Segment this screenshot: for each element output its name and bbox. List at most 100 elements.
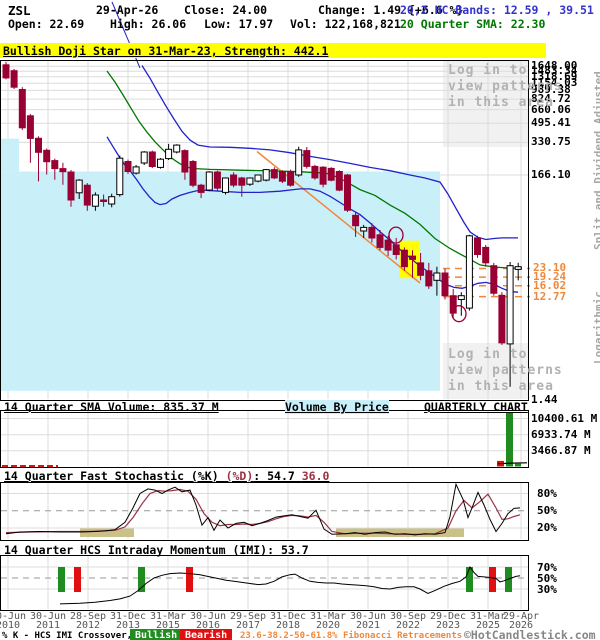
time-tick-label: 30-Jun xyxy=(29,611,67,622)
candle-body xyxy=(514,266,522,270)
copyright-link[interactable]: ©HotCandlestick.com xyxy=(464,628,596,640)
candle-body xyxy=(352,214,360,227)
candle-body xyxy=(506,265,514,345)
candle-body xyxy=(67,171,75,201)
change-value: Change: 1.49 {+6.6 %} xyxy=(318,3,464,17)
high-value: High: 26.06 xyxy=(110,17,187,31)
price-axis-label: 1483.34 xyxy=(531,64,578,77)
volume-sma-line xyxy=(497,462,528,465)
candle-body xyxy=(116,157,124,196)
close-value: Close: 24.00 xyxy=(184,3,268,17)
candle-body xyxy=(246,177,254,185)
candle-body xyxy=(26,115,34,139)
candle-body xyxy=(392,244,400,255)
time-tick-label: 30-Sep xyxy=(389,611,427,622)
candle-body xyxy=(213,171,221,189)
candle-body xyxy=(311,165,319,179)
time-tick-year: 2018 xyxy=(275,620,301,631)
time-tick-year: 2026 xyxy=(508,620,534,631)
candle-body xyxy=(173,144,181,153)
candle-body xyxy=(197,184,205,193)
candle-body xyxy=(108,196,116,205)
open-value: Open: 22.69 xyxy=(8,17,85,31)
price-axis-label: 989.38 xyxy=(531,83,571,96)
price-axis-label: 495.41 xyxy=(531,116,571,129)
time-tick-label: 30-Jun xyxy=(189,611,227,622)
axis-caption-adjusted: Split and Dividend Adjusted xyxy=(592,71,600,250)
login-message-line: Log in to xyxy=(448,63,528,78)
time-tick-year: 2013 xyxy=(115,620,141,631)
price-axis-label: 824.72 xyxy=(531,92,571,105)
bullish-badge: Bullish xyxy=(130,629,183,640)
candle-body xyxy=(457,295,465,301)
candle-body xyxy=(10,70,18,88)
stoch-title-dval: 36.0 xyxy=(301,469,330,483)
volume-bar xyxy=(506,412,513,467)
candle-body xyxy=(148,151,156,167)
imi-crossover-bearish xyxy=(489,567,496,592)
candle-body xyxy=(18,89,26,129)
candle-body xyxy=(490,265,498,294)
candle-body xyxy=(254,174,262,182)
candle-body xyxy=(59,168,67,173)
time-tick-year: 2023 xyxy=(435,620,461,631)
fibonacci-legend-label: 23.6-38.2-50-61.8% Fibonacci Retracement… xyxy=(240,631,463,640)
bollinger-upper-band xyxy=(141,65,518,241)
crossover-legend-label: % K - HCS IMI Crossover, xyxy=(2,631,133,640)
candle-body xyxy=(157,158,164,168)
stoch-title-kval: : 54.7 xyxy=(253,469,302,483)
price-axis-label: 330.75 xyxy=(531,135,571,148)
time-tick-label: 29-Apr xyxy=(502,611,540,622)
stoch-k-line xyxy=(5,482,521,536)
price-axis-label: 1318.69 xyxy=(531,70,578,83)
pattern-alert-text: Bullish Doji Star on 31-Mar-23, Strength… xyxy=(3,44,329,58)
candle-body xyxy=(368,226,376,239)
candle-body xyxy=(124,161,132,172)
stochastic-panel-title: 14 Quarter Fast Stochastic (%K) (%D): 54… xyxy=(4,469,329,483)
login-message-line: view patterns xyxy=(448,363,563,378)
chart-type-label: QUARTERLY CHART xyxy=(424,400,528,414)
volume-by-price-zone xyxy=(0,138,19,172)
candle-body xyxy=(295,149,303,176)
volume-axis-label: 6933.74 M xyxy=(531,428,591,441)
stoch-axis-label: 80% xyxy=(537,487,557,500)
hc-bands-value: 20,2 HC Bands: 12.59 , 39.51 xyxy=(400,3,594,17)
candle-body xyxy=(181,150,189,173)
time-tick-year: 2025 xyxy=(475,620,501,631)
imi-panel-border xyxy=(0,555,529,611)
time-tick-label: 31-Dec xyxy=(269,611,307,622)
price-axis-label: 660.06 xyxy=(531,103,571,116)
fib-level-label: 19.24 xyxy=(533,270,567,283)
volume-by-price-label[interactable]: Volume By Price xyxy=(285,400,389,414)
main-chart-border xyxy=(0,60,529,401)
candle-body xyxy=(433,272,441,281)
time-tick-year: 2020 xyxy=(315,620,341,631)
stoch-title-k: 14 Quarter Fast Stochastic (%K) xyxy=(4,469,226,483)
time-tick-label: 30-Jun xyxy=(349,611,387,622)
login-overlay-top xyxy=(443,61,528,147)
pattern-circle xyxy=(388,226,404,244)
login-overlay-bottom xyxy=(443,343,528,399)
pattern-alert-banner[interactable]: Bullish Doji Star on 31-Mar-23, Strength… xyxy=(0,43,546,58)
bearish-badge: Bearish xyxy=(180,629,233,640)
time-tick-label: 28-Sep xyxy=(69,611,107,622)
volume-panel-title: 14 Quarter SMA Volume: 835.37 M xyxy=(4,400,219,414)
candle-body xyxy=(35,137,42,153)
candle-body xyxy=(303,150,311,167)
time-tick-label: 30-Jun xyxy=(0,611,27,622)
volume-panel-border xyxy=(0,410,529,468)
candle-body xyxy=(43,149,51,163)
time-tick-year: 2011 xyxy=(35,620,61,631)
volume-axis-label: 10400.61 M xyxy=(531,412,598,425)
candle-body xyxy=(417,262,425,276)
ticker-symbol: ZSL xyxy=(8,3,31,18)
imi-axis-label: 30% xyxy=(537,583,557,596)
candle-body xyxy=(262,169,270,181)
volume-by-price-zone xyxy=(0,171,440,391)
candle-body xyxy=(474,237,481,255)
oversold-zone xyxy=(80,528,134,537)
stoch-d-line xyxy=(5,488,521,535)
bollinger-lower-band xyxy=(106,136,519,293)
